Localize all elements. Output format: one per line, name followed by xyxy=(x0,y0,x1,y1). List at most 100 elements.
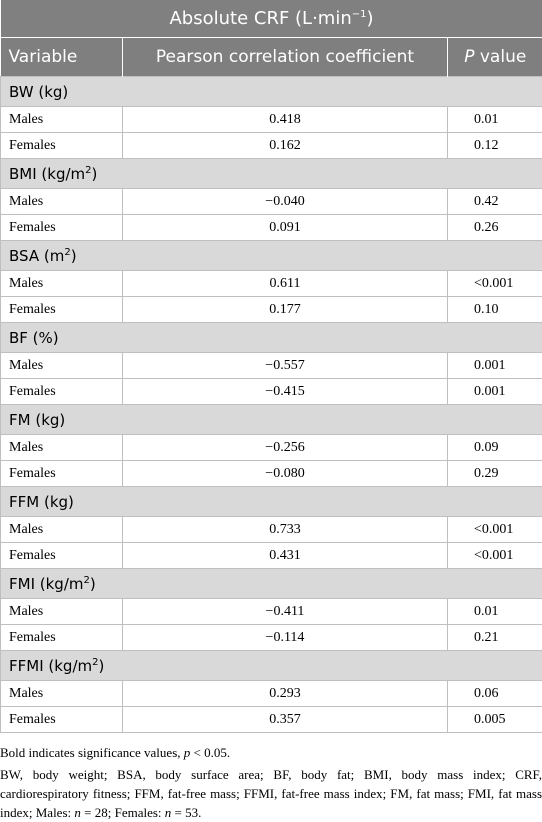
p-cell: 0.06 xyxy=(448,681,542,707)
group-tail: ) xyxy=(90,575,96,593)
p-cell: 0.12 xyxy=(448,133,542,159)
r-cell: −0.114 xyxy=(123,625,448,651)
r-cell: 0.091 xyxy=(123,215,448,241)
p-cell: 0.21 xyxy=(448,625,542,651)
header-row: Variable Pearson correlation coefficient P… xyxy=(1,38,542,77)
header-cell: Pearson correlation coefficient xyxy=(123,38,448,77)
variable-cell: Females xyxy=(1,297,123,323)
group-row: FM (kg) xyxy=(1,405,542,435)
r-cell: −0.557 xyxy=(123,353,448,379)
title-sup: −1 xyxy=(352,9,367,20)
group-tail: ) xyxy=(71,247,77,265)
r-cell: −0.411 xyxy=(123,599,448,625)
group-row: BF (%) xyxy=(1,323,542,353)
header-cell: P value xyxy=(448,38,542,77)
footnote: BW, body weight; BSA, body surface area;… xyxy=(0,765,542,822)
p-cell: <0.001 xyxy=(448,517,542,543)
p-cell: <0.001 xyxy=(448,271,542,297)
variable-cell: Males xyxy=(1,271,123,297)
group-tail: ) xyxy=(99,657,105,675)
variable-cell: Females xyxy=(1,133,123,159)
group-label: FFM (kg) xyxy=(1,487,542,517)
variable-cell: Females xyxy=(1,215,123,241)
p-cell: 0.01 xyxy=(448,599,542,625)
r-cell: −0.256 xyxy=(123,435,448,461)
group-label: BSA (m2) xyxy=(1,241,542,271)
r-cell: 0.162 xyxy=(123,133,448,159)
group-tail: ) xyxy=(92,165,98,183)
variable-cell: Males xyxy=(1,107,123,133)
header-text: value xyxy=(474,47,526,67)
r-cell: 0.611 xyxy=(123,271,448,297)
r-cell: 0.357 xyxy=(123,707,448,733)
r-cell: −0.415 xyxy=(123,379,448,405)
group-text: BSA (m xyxy=(9,247,64,265)
p-cell: 0.26 xyxy=(448,215,542,241)
p-cell: 0.005 xyxy=(448,707,542,733)
group-text: FFM (kg) xyxy=(9,493,74,511)
group-label: FM (kg) xyxy=(1,405,542,435)
group-label: BW (kg) xyxy=(1,77,542,107)
header-italic: P xyxy=(464,47,474,67)
p-cell: 0.01 xyxy=(448,107,542,133)
header-cell: Variable xyxy=(1,38,123,77)
footnote-segment: < 0.05. xyxy=(190,745,230,760)
group-label: FMI (kg/m2) xyxy=(1,569,542,599)
title: Absolute CRF (L·min−1) xyxy=(1,0,542,38)
footnote: Bold indicates significance values, p < … xyxy=(0,743,542,762)
p-cell: 0.10 xyxy=(448,297,542,323)
r-cell: 0.177 xyxy=(123,297,448,323)
footnotes: Bold indicates significance values, p < … xyxy=(0,733,542,822)
group-text: BF (%) xyxy=(9,329,59,347)
r-cell: 0.418 xyxy=(123,107,448,133)
table: Absolute CRF (L·min−1) Variable Pearson co… xyxy=(0,0,542,733)
group-label: FFMI (kg/m2) xyxy=(1,651,542,681)
variable-cell: Females xyxy=(1,707,123,733)
p-cell: 0.09 xyxy=(448,435,542,461)
variable-cell: Females xyxy=(1,379,123,405)
title-text: Absolute CRF (L·min xyxy=(169,8,351,29)
group-text: FMI (kg/m xyxy=(9,575,84,593)
p-cell: 0.42 xyxy=(448,189,542,215)
variable-cell: Males xyxy=(1,517,123,543)
group-row: BMI (kg/m2) xyxy=(1,159,542,189)
group-label: BMI (kg/m2) xyxy=(1,159,542,189)
r-cell: −0.040 xyxy=(123,189,448,215)
p-cell: 0.001 xyxy=(448,353,542,379)
p-cell: 0.001 xyxy=(448,379,542,405)
variable-cell: Males xyxy=(1,681,123,707)
group-label: BF (%) xyxy=(1,323,542,353)
header-text: Pearson correlation coefficient xyxy=(156,47,414,67)
group-text: BW (kg) xyxy=(9,83,68,101)
header-text: Variable xyxy=(9,47,78,67)
group-text: FM (kg) xyxy=(9,411,65,429)
p-cell: 0.29 xyxy=(448,461,542,487)
variable-cell: Males xyxy=(1,189,123,215)
title-row: Absolute CRF (L·min−1) xyxy=(1,0,542,38)
group-row: FMI (kg/m2) xyxy=(1,569,542,599)
group-text: BMI (kg/m xyxy=(9,165,85,183)
title-tail: ) xyxy=(367,8,374,29)
variable-cell: Males xyxy=(1,599,123,625)
group-row: BW (kg) xyxy=(1,77,542,107)
variable-cell: Males xyxy=(1,435,123,461)
footnote-segment: Bold indicates significance values, xyxy=(0,745,184,760)
r-cell: −0.080 xyxy=(123,461,448,487)
r-cell: 0.293 xyxy=(123,681,448,707)
p-cell: <0.001 xyxy=(448,543,542,569)
